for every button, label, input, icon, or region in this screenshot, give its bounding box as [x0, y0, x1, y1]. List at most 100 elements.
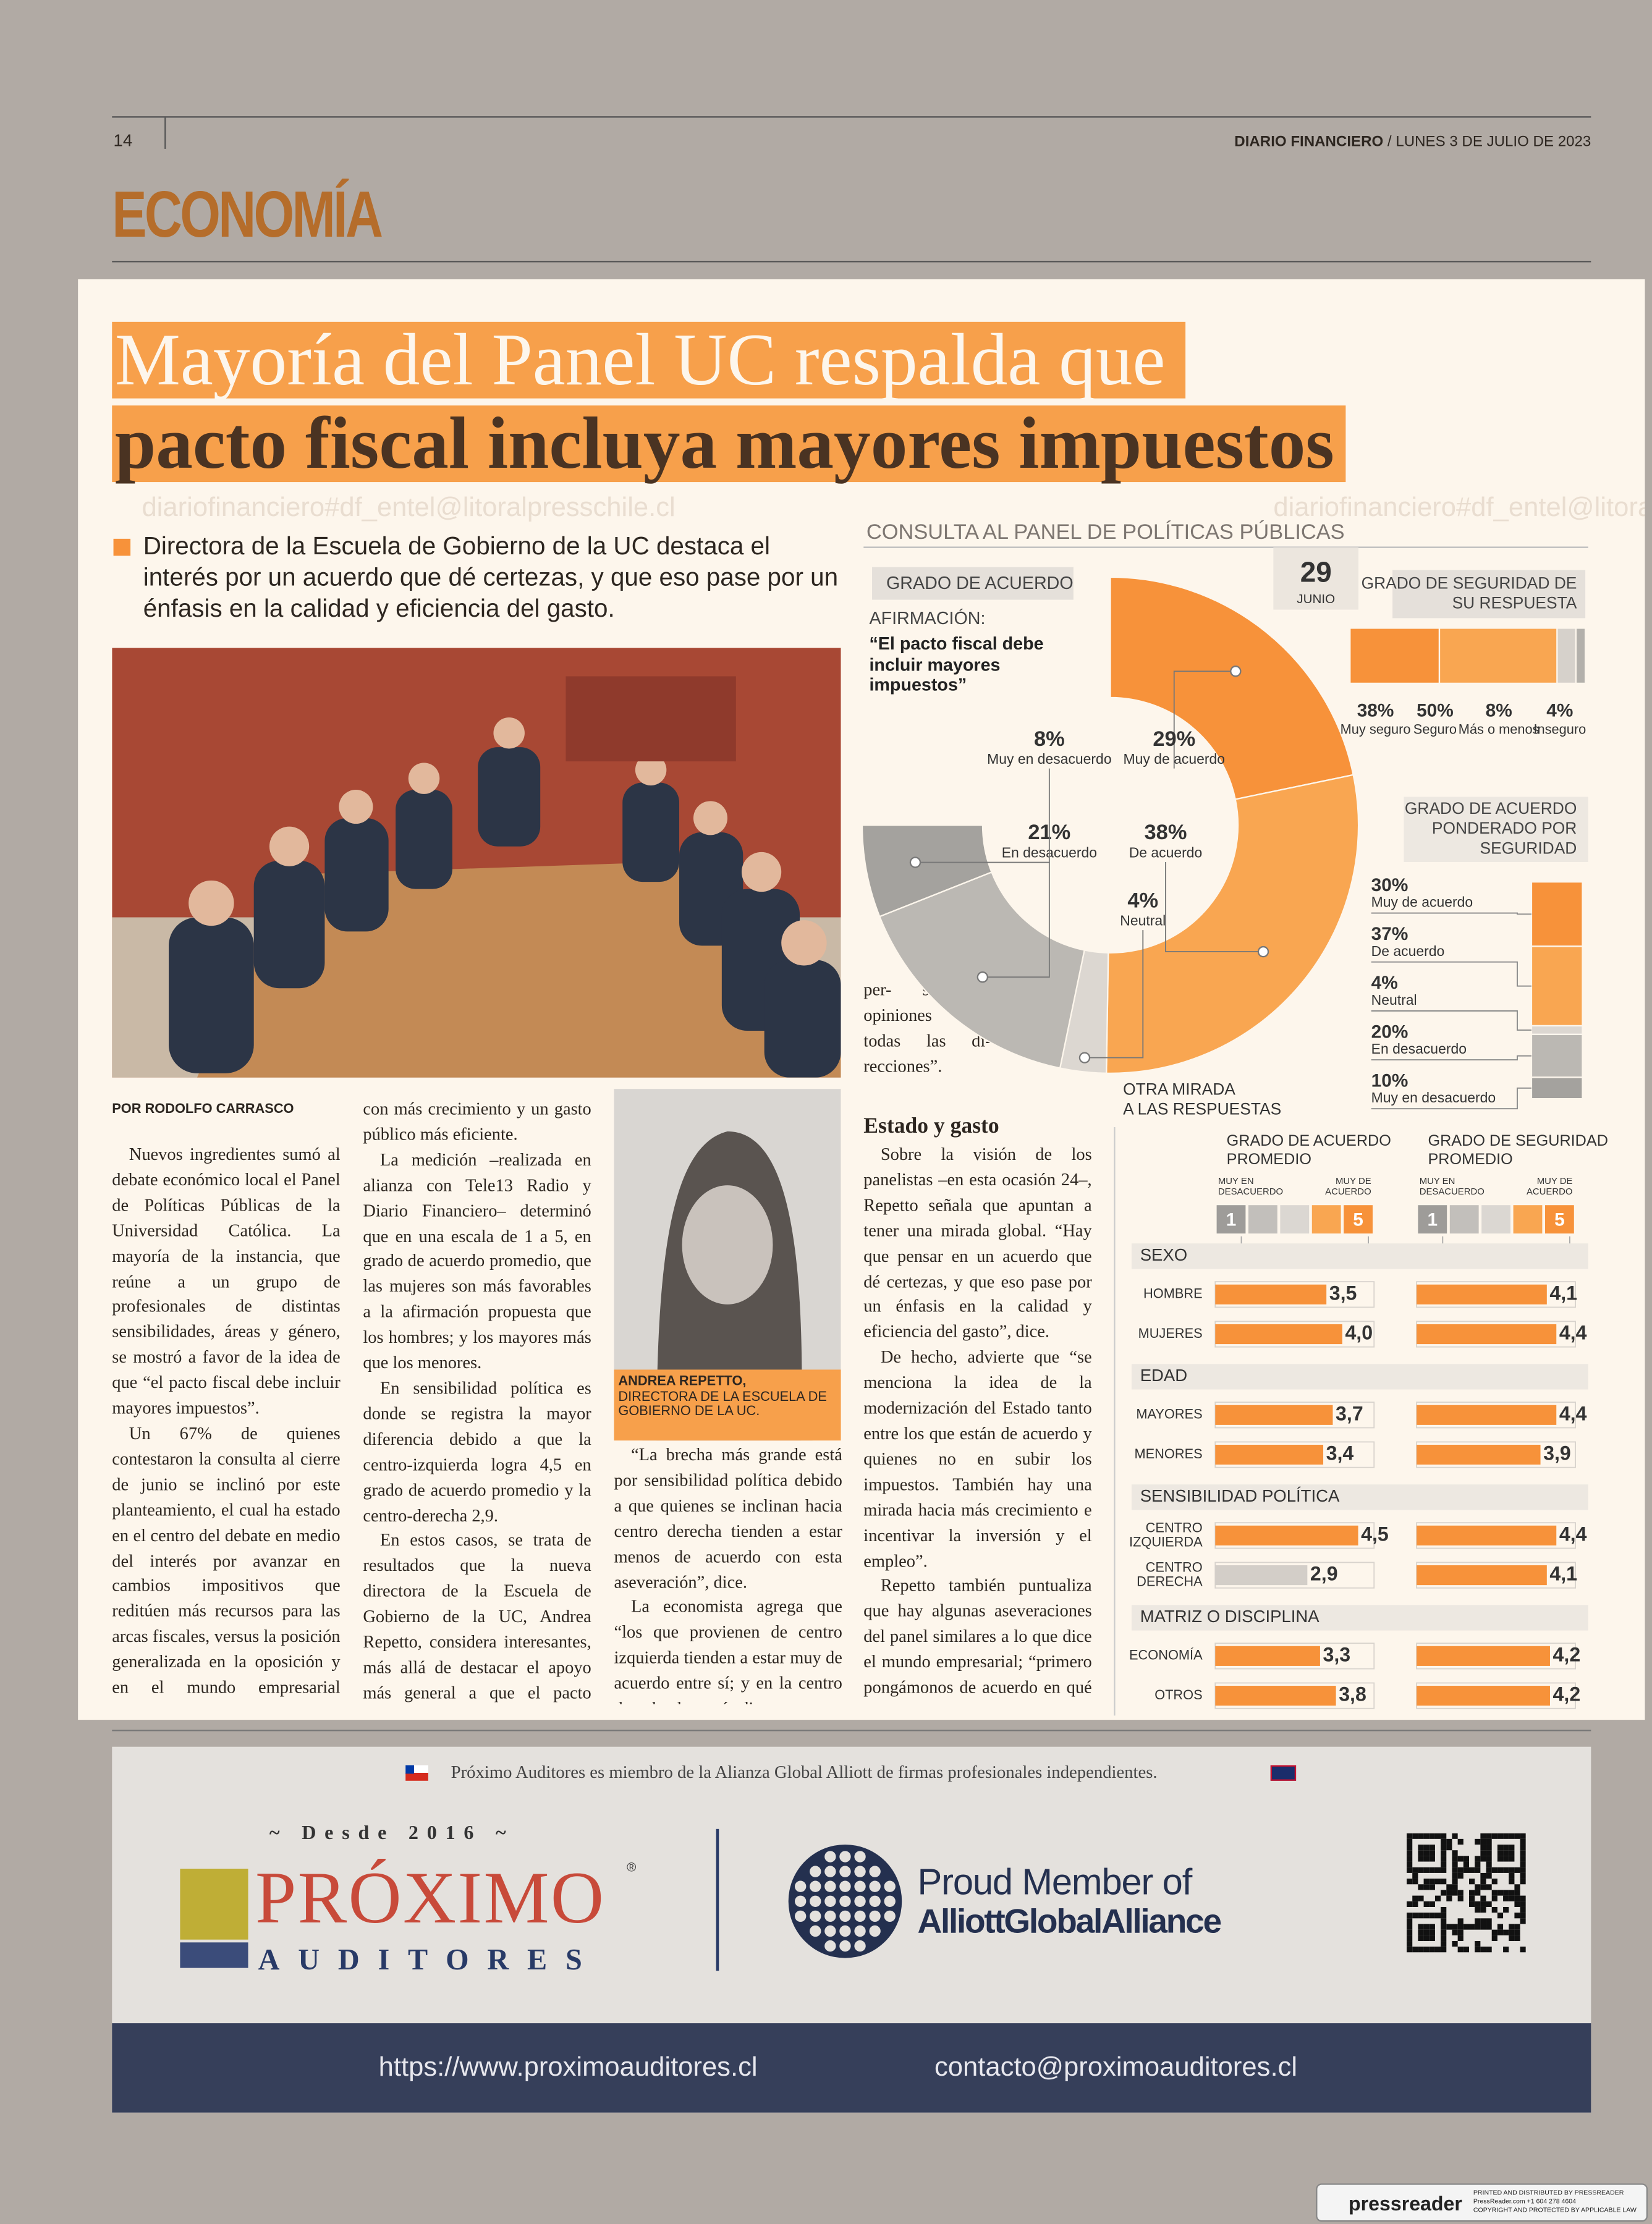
qr-module: [1441, 1918, 1447, 1924]
value-label: 8%: [1034, 727, 1065, 751]
qr-module: [1486, 1918, 1492, 1924]
qr-module: [1514, 1935, 1520, 1942]
qr-module: [1423, 1850, 1430, 1856]
paragraph: Un 67% de quienes contestaron la consult…: [112, 1423, 341, 1704]
qr-module: [1486, 1924, 1492, 1930]
scale-box: [1311, 1205, 1341, 1234]
qr-module: [1407, 1947, 1413, 1953]
qr-module: [1423, 1947, 1430, 1953]
panel-title: GRADO DE SEGURIDAD PROMEDIO: [1428, 1132, 1608, 1168]
qr-module: [1475, 1884, 1481, 1890]
pressreader-brand: pressreader: [1348, 2192, 1462, 2215]
dot: [869, 1910, 881, 1922]
qr-module: [1509, 1935, 1515, 1942]
category-label: Muy en desacuerdo: [1371, 1089, 1496, 1106]
qr-module: [1429, 1901, 1435, 1907]
qr-module: [1480, 1924, 1486, 1930]
date-box: [1273, 547, 1359, 610]
qr-module: [1418, 1913, 1424, 1919]
qr-module: [1497, 1856, 1504, 1862]
qr-module: [1429, 1856, 1435, 1862]
qr-module: [1429, 1850, 1435, 1856]
qr-module: [1418, 1895, 1424, 1901]
chart-title-box: [1404, 797, 1588, 862]
qr-module: [1480, 1884, 1486, 1890]
qr-module: [1480, 1872, 1486, 1879]
title-line: GRADO DE SEGURIDAD DE: [1362, 573, 1577, 592]
dot: [810, 1895, 821, 1907]
column: con más crecimiento y un gasto público m…: [363, 1097, 591, 1704]
qr-module: [1497, 1850, 1504, 1856]
bar: [1417, 1525, 1557, 1545]
scale-high-label: MUY DE ACUERDO: [1325, 1177, 1371, 1197]
date-day: 29: [1300, 556, 1332, 588]
qr-module: [1491, 1935, 1497, 1942]
qr-module: [1423, 1833, 1430, 1839]
qr-module: [1509, 1895, 1515, 1901]
qr-module: [1497, 1929, 1504, 1935]
qr-module: [1407, 1856, 1413, 1862]
qr-module: [1429, 1935, 1435, 1942]
qr-module: [1520, 1906, 1526, 1913]
row-label: OTROS: [1154, 1687, 1202, 1702]
qr-module: [1463, 1924, 1469, 1930]
label-line: IZQUIERDA: [1129, 1534, 1203, 1549]
category-label: Muy de acuerdo: [1371, 894, 1473, 910]
row-label: MUJERES: [1138, 1326, 1203, 1341]
ad-email: contacto@proximoauditores.cl: [934, 2053, 1298, 2083]
dot: [824, 1895, 836, 1907]
qr-module: [1457, 1935, 1464, 1942]
leader-dot: [1078, 1052, 1091, 1063]
scale-box: [1248, 1205, 1277, 1234]
bar-track: [1416, 1643, 1576, 1670]
row-label: CENTRO IZQUIERDA: [1129, 1520, 1203, 1549]
dot: [869, 1866, 881, 1877]
qr-module: [1475, 1901, 1481, 1907]
deck: Directora de la Escuela de Gobierno de l…: [143, 531, 839, 623]
label-line: DERECHA: [1137, 1573, 1203, 1589]
qr-module: [1463, 1947, 1469, 1953]
donut-segment: [878, 871, 1085, 1069]
ad-divider: [716, 1829, 719, 1971]
pressreader-badge: pressreader PRINTED AND DISTRIBUTED BY P…: [1316, 2183, 1648, 2222]
value-label: 3,5: [1329, 1282, 1357, 1304]
ad-logo-bar: [180, 1942, 248, 1968]
paragraph: Nuevos ingredientes sumó al debate econó…: [112, 1144, 341, 1418]
qr-module: [1452, 1890, 1458, 1896]
dot: [795, 1880, 807, 1892]
qr-module: [1463, 1867, 1469, 1873]
qr-module: [1480, 1845, 1486, 1851]
qr-module: [1486, 1872, 1492, 1879]
qr-module: [1480, 1918, 1486, 1924]
leader-line: [1173, 670, 1236, 769]
paragraph: En estos casos, se trata de resultados q…: [363, 1530, 591, 1703]
value-label: 3,7: [1336, 1402, 1363, 1424]
qr-module: [1520, 1895, 1526, 1901]
dot: [839, 1895, 851, 1907]
row-label: HOMBRE: [1143, 1286, 1203, 1301]
scale-box: [1418, 1205, 1447, 1234]
scale-box: [1513, 1205, 1543, 1234]
qr-module: [1423, 1929, 1430, 1935]
category-label: Inseguro: [1533, 721, 1586, 737]
dot: [810, 1910, 821, 1922]
value-label: 3,9: [1543, 1442, 1571, 1465]
qr-module: [1475, 1947, 1481, 1953]
qr-module: [1486, 1850, 1492, 1856]
qr-module: [1452, 1941, 1458, 1947]
rule: [112, 1730, 1591, 1731]
qr-module: [1514, 1884, 1520, 1890]
qr-module: [1491, 1890, 1497, 1896]
leader-dot: [976, 971, 989, 983]
qr-module: [1457, 1924, 1464, 1930]
value-label: 8%: [1486, 701, 1512, 721]
photo-caption: ANDREA REPETTO, DIRECTORA DE LA ESCUELA D…: [614, 1369, 841, 1441]
qr-module: [1412, 1879, 1418, 1885]
bar-segment: [1530, 945, 1583, 1027]
qr-module: [1407, 1879, 1413, 1885]
paragraph: “La brecha más grande está por sensibili…: [614, 1444, 842, 1592]
label-line: MUY EN: [1218, 1177, 1254, 1186]
qr-module: [1503, 1890, 1509, 1896]
value-label: 4,4: [1559, 1322, 1587, 1344]
